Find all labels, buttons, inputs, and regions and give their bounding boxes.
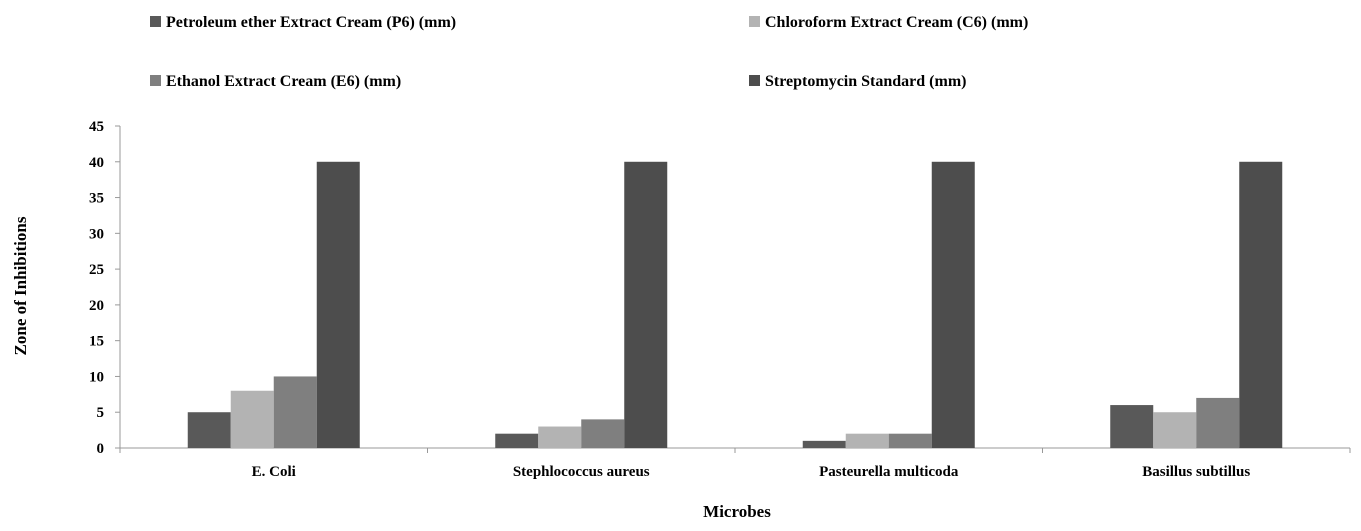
- legend-label: Petroleum ether Extract Cream (P6) (mm): [166, 14, 456, 31]
- y-tick-label: 0: [97, 441, 105, 457]
- bar: [1196, 397, 1240, 448]
- bar: [1153, 412, 1197, 448]
- y-tick-label: 5: [97, 405, 105, 421]
- legend-label: Streptomycin Standard (mm): [765, 73, 966, 90]
- bar: [1239, 161, 1283, 448]
- legend: Petroleum ether Extract Cream (P6) (mm) C…: [150, 14, 1028, 90]
- bar: [187, 412, 231, 448]
- legend-swatch: [749, 16, 760, 27]
- x-tick-label: Basillus subtillus: [1142, 464, 1250, 480]
- y-tick-label: 15: [89, 334, 104, 350]
- bar: [316, 161, 360, 448]
- legend-swatch: [150, 75, 161, 86]
- y-tick-label: 20: [89, 298, 104, 314]
- x-tick-label: Stephlococcus aureus: [513, 464, 650, 480]
- y-tick-label: 25: [89, 262, 104, 278]
- x-tick-label: Pasteurella multicoda: [819, 464, 959, 480]
- x-tick-label: E. Coli: [252, 464, 296, 480]
- y-axis: 0 5 10 15 20 25 30 35 40 45: [89, 119, 121, 457]
- bar: [845, 433, 889, 448]
- bar: [538, 426, 582, 448]
- y-tick-label: 35: [89, 191, 104, 207]
- legend-swatch: [150, 16, 161, 27]
- bar: [931, 161, 975, 448]
- bar: [802, 440, 846, 448]
- y-tick-label: 40: [89, 155, 104, 171]
- bar: [888, 433, 932, 448]
- legend-label: Chloroform Extract Cream (C6) (mm): [765, 14, 1028, 31]
- x-axis: E. Coli Stephlococcus aureus Pasteurella m…: [119, 447, 1351, 480]
- y-tick-label: 45: [89, 119, 104, 135]
- bar: [495, 433, 539, 448]
- bar: [230, 390, 274, 448]
- bar: [624, 161, 668, 448]
- x-axis-title: Microbes: [703, 502, 771, 521]
- bars: [187, 161, 1283, 448]
- legend-label: Ethanol Extract Cream (E6) (mm): [166, 73, 401, 90]
- y-axis-title: Zone of Inhibitions: [11, 216, 30, 355]
- y-tick-label: 10: [89, 369, 104, 385]
- bar: [273, 376, 317, 448]
- y-tick-label: 30: [89, 226, 104, 242]
- bar: [1110, 405, 1154, 448]
- legend-swatch: [749, 75, 760, 86]
- bar: [581, 419, 625, 448]
